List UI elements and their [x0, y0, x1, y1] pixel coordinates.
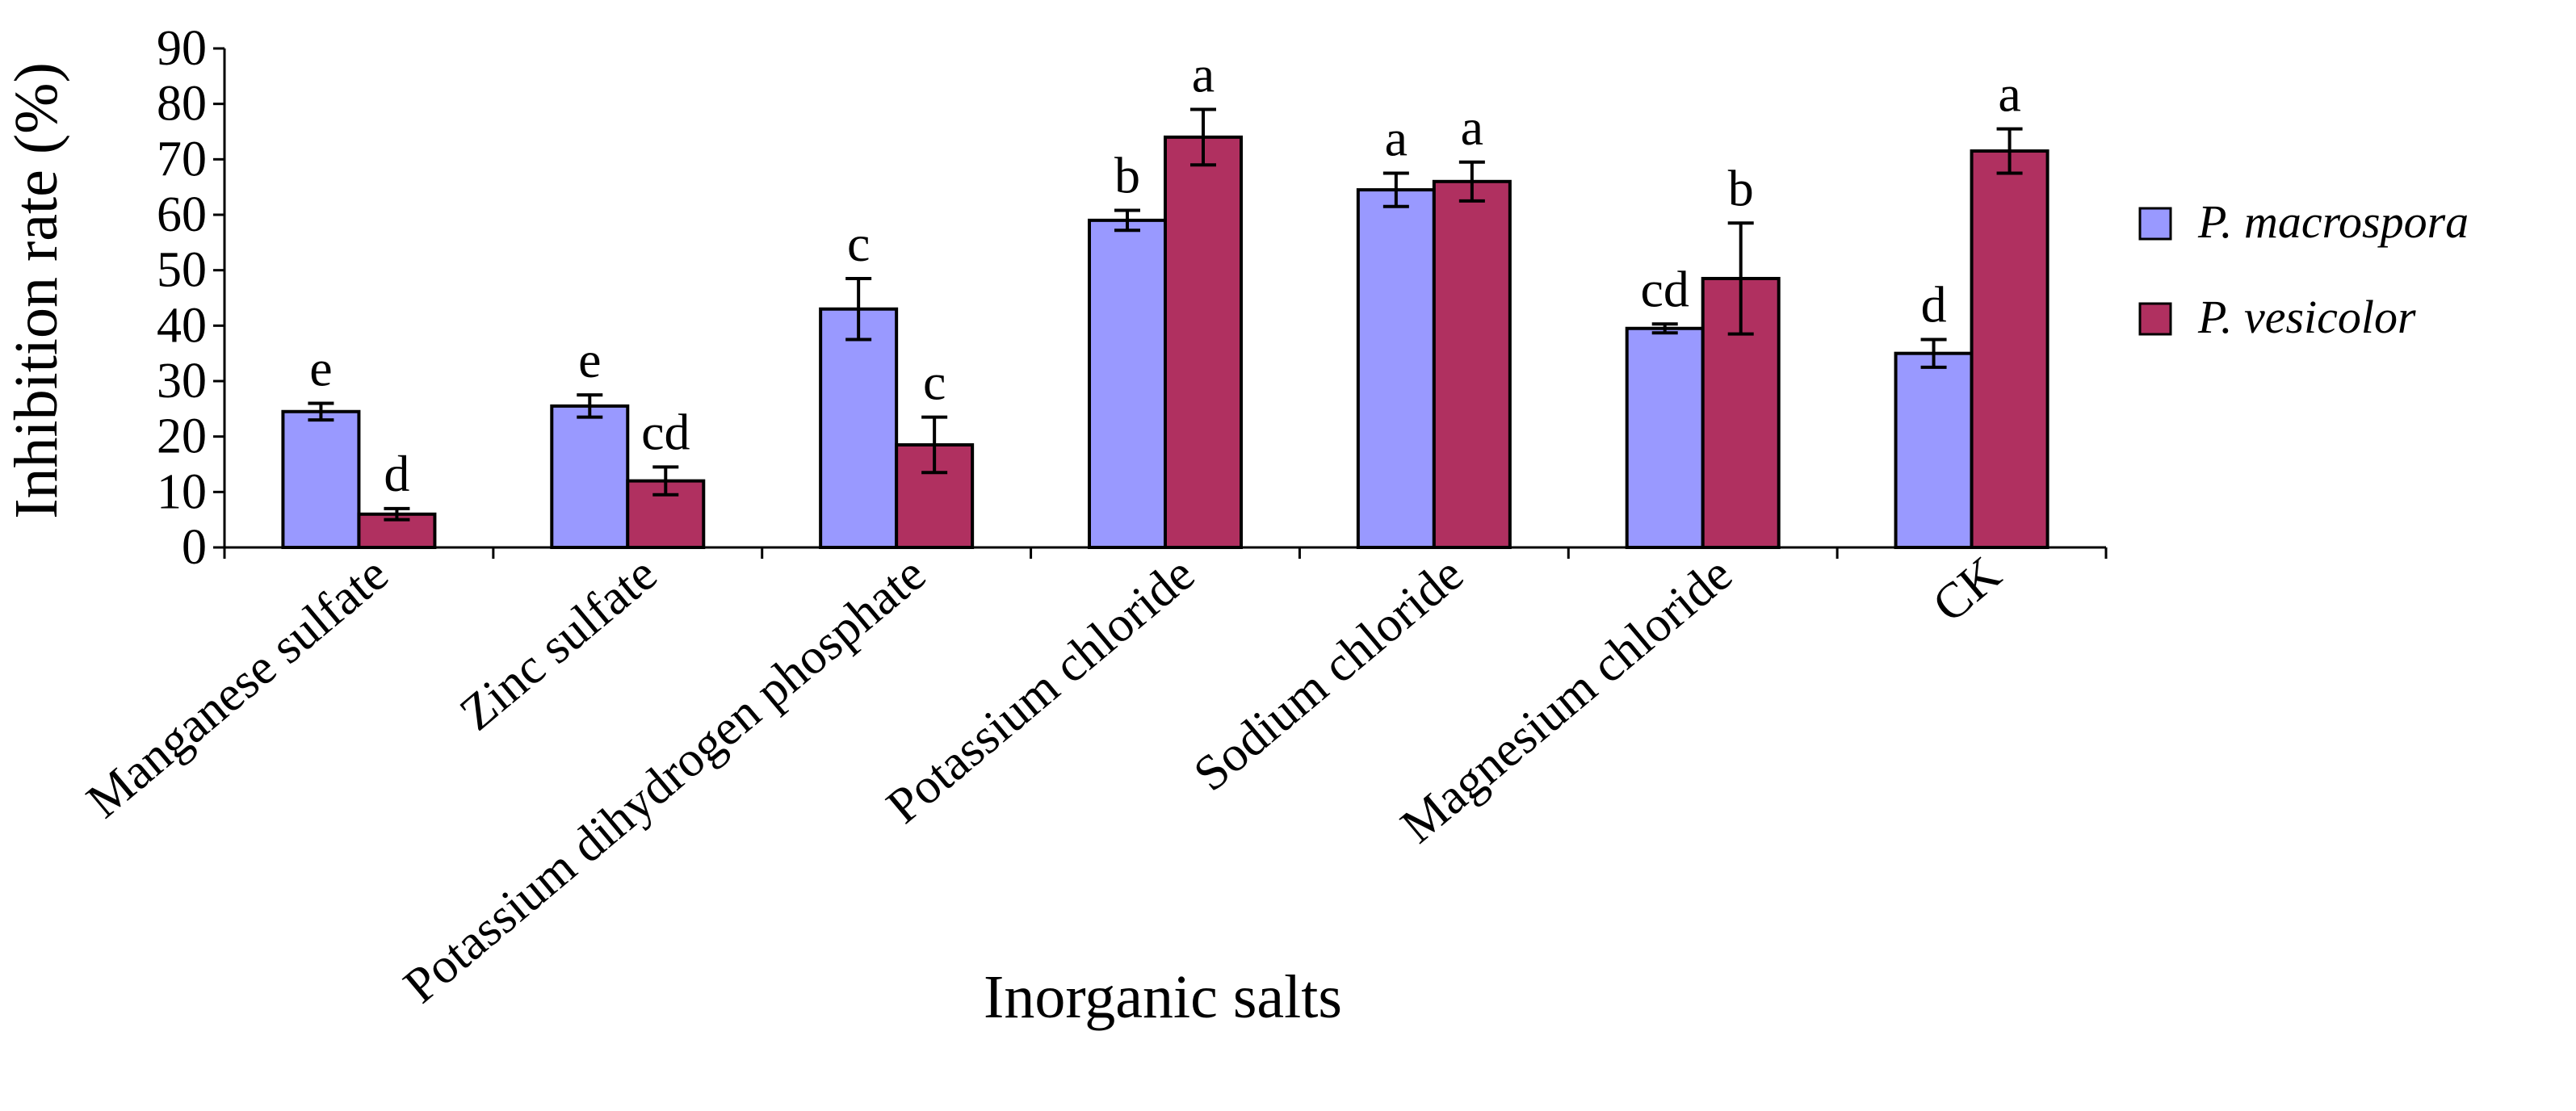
legend: P. macrospora P. vesicolor — [2138, 195, 2469, 343]
y-tick-label: 20 — [157, 409, 207, 464]
bar — [1164, 135, 1243, 549]
y-axis-title: Inhibition rate (%) — [2, 62, 70, 519]
x-tick-label: Potassium dihydrogen phosphate — [393, 547, 936, 1014]
bar — [1432, 179, 1512, 550]
y-tick-label: 0 — [182, 520, 207, 575]
significance-letter: cd — [641, 403, 690, 460]
significance-letter: a — [1998, 65, 2020, 123]
bar — [1088, 218, 1167, 549]
significance-letter: b — [1114, 147, 1140, 204]
x-tick-label: CK — [1923, 546, 2012, 633]
bar — [281, 409, 361, 549]
bars — [281, 107, 2049, 550]
x-tick-label: Zinc sulfate — [450, 547, 667, 741]
bar — [1356, 188, 1436, 549]
y-tick-label: 70 — [157, 132, 207, 187]
y-tick-label: 80 — [157, 77, 207, 132]
x-tick-label: Sodium chloride — [1184, 547, 1474, 803]
legend-swatch — [2138, 302, 2172, 336]
significance-letter: e — [578, 331, 601, 388]
significance-letter: c — [923, 354, 946, 411]
bar — [1970, 149, 2049, 550]
bar — [1625, 326, 1705, 549]
significance-letter: d — [1921, 276, 1947, 333]
bar — [819, 307, 899, 549]
legend-label: P. macrospora — [2197, 195, 2469, 248]
bar — [550, 404, 630, 549]
y-tick-label: 50 — [157, 243, 207, 298]
y-tick-label: 30 — [157, 354, 207, 409]
y-tick-label: 60 — [157, 187, 207, 242]
y-tick-label: 10 — [157, 464, 207, 519]
y-tick-label: 90 — [157, 21, 207, 76]
significance-letter: cd — [1641, 260, 1689, 317]
significance-letter: e — [309, 339, 332, 396]
significance-letter: b — [1728, 159, 1754, 216]
significance-letter: a — [1385, 110, 1408, 167]
x-axis-title: Inorganic salts — [984, 963, 1342, 1031]
y-tick-label: 40 — [157, 298, 207, 353]
bar — [1894, 351, 1974, 549]
legend-swatch — [2138, 207, 2172, 241]
significance-letter: d — [384, 445, 409, 502]
significance-letter: c — [847, 215, 870, 272]
legend-label: P. vesicolor — [2197, 291, 2416, 343]
significance-letter: a — [1461, 99, 1483, 156]
x-tick-label: Manganese sulfate — [77, 547, 398, 829]
significance-letter: a — [1192, 46, 1215, 103]
